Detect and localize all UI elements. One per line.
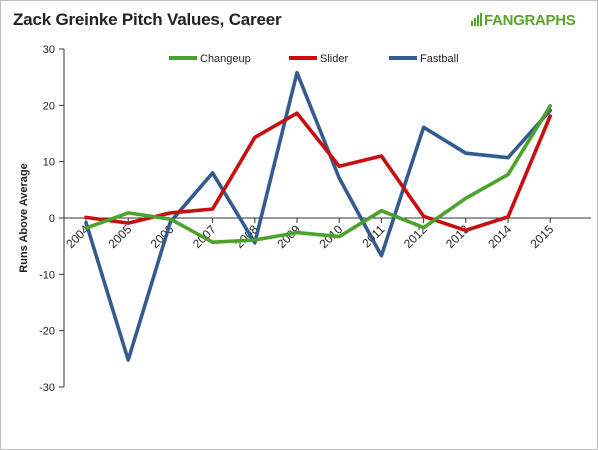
fangraphs-logo-icon (471, 13, 482, 26)
chart-title: Zack Greinke Pitch Values, Career (13, 10, 282, 29)
series-line-changeup (84, 104, 553, 244)
fangraphs-logo[interactable]: FANGRAPHS (471, 12, 576, 29)
legend-label-slider: Slider (320, 53, 348, 65)
series-line-slider (84, 111, 553, 233)
y-tick-label: -30 (39, 382, 55, 394)
x-tick-label: 2005 (106, 222, 135, 251)
legend-label-changeup: Changeup (200, 53, 251, 65)
y-tick-label: 30 (43, 44, 55, 56)
y-tick-label: -20 (39, 326, 55, 338)
y-tick-label: 20 (43, 100, 55, 112)
x-tick-label: 2014 (485, 222, 514, 251)
series-line-fastball (84, 70, 553, 362)
legend-label-fastball: Fastball (420, 53, 459, 65)
y-tick-label: 0 (49, 213, 55, 225)
y-axis-title: Runs Above Average (18, 163, 30, 272)
y-tick-label: -10 (39, 269, 55, 281)
x-tick-label: 2015 (528, 222, 557, 251)
y-tick-label: 10 (43, 157, 55, 169)
fangraphs-logo-text: FANGRAPHS (484, 12, 576, 29)
